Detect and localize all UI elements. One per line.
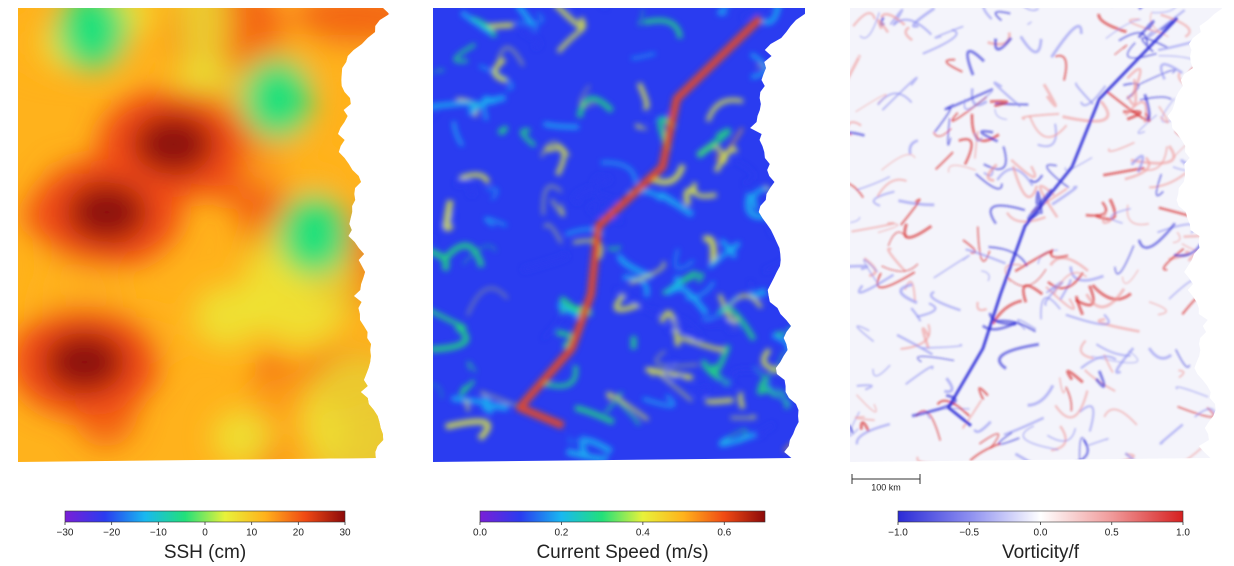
field-blob <box>212 411 271 464</box>
colorbar-tick-label: 0.0 <box>473 528 487 539</box>
colorbar-tick-label: 0.5 <box>1105 528 1119 539</box>
colorbar-tick-label: −10 <box>150 528 167 539</box>
colorbar-tick-label: 20 <box>293 528 305 539</box>
field-streak <box>429 103 477 107</box>
colorbar <box>898 511 1183 522</box>
field-streak <box>1188 115 1207 133</box>
figure: −30 −20 −10 0 10 20 30 SSH (cm) 0.0 0.2 0.4 0.6 Curr… <box>0 0 1234 566</box>
field-blob <box>279 195 349 275</box>
map-panel <box>5 0 444 523</box>
map-panel <box>398 0 811 462</box>
field-streak <box>797 454 811 459</box>
field-streak <box>1191 111 1234 141</box>
field-streak <box>1216 45 1229 59</box>
field-streak <box>1130 462 1137 480</box>
field-streak <box>1111 0 1148 9</box>
scale-bar-label: 100 km <box>871 482 901 492</box>
field-streak <box>398 108 437 130</box>
colorbar-tick-label: −20 <box>103 528 120 539</box>
field-streak <box>818 424 853 450</box>
field-streak <box>1196 189 1207 203</box>
colorbar-tick-label: 0.4 <box>636 528 650 539</box>
field-streak <box>596 177 611 183</box>
colorbar <box>65 511 345 522</box>
field-streak <box>792 229 804 253</box>
field-streak <box>1196 129 1231 138</box>
field-blob <box>242 59 312 139</box>
colorbar <box>480 511 765 522</box>
field-streak <box>571 0 606 9</box>
colorbar-tick-label: 30 <box>339 528 351 539</box>
field-streak <box>773 208 792 232</box>
field-streak <box>835 124 851 135</box>
field-streak <box>1189 251 1228 274</box>
colorbar-label: Vorticity/f <box>1002 542 1080 563</box>
field-blob <box>45 332 125 392</box>
field-streak <box>708 400 734 402</box>
colorbar-label: Current Speed (m/s) <box>536 542 708 563</box>
field-streak <box>796 148 805 163</box>
colorbar-tick-label: 10 <box>246 528 258 539</box>
colorbar-label: SSH (cm) <box>164 542 246 563</box>
field-streak <box>406 238 434 241</box>
field-streak <box>771 214 782 233</box>
field-streak <box>779 120 789 136</box>
field-streak <box>452 398 489 402</box>
field-streak <box>1200 204 1230 223</box>
map-panel <box>818 0 1234 479</box>
field-blob <box>67 182 147 242</box>
field-streak <box>1175 118 1201 137</box>
colorbar-tick-label: 1.0 <box>1176 528 1190 539</box>
field-streak <box>1179 73 1218 97</box>
field-streak <box>633 336 634 349</box>
colorbar-tick-label: 0.2 <box>554 528 568 539</box>
colorbar-tick-label: 0.0 <box>1034 528 1048 539</box>
colorbar-tick-label: 0.6 <box>717 528 731 539</box>
colorbar-tick-label: −0.5 <box>959 528 979 539</box>
colorbar-tick-label: −1.0 <box>888 528 908 539</box>
colorbar-tick-label: 0 <box>202 528 208 539</box>
colorbar-tick-label: −30 <box>57 528 74 539</box>
field-blob <box>303 353 411 489</box>
